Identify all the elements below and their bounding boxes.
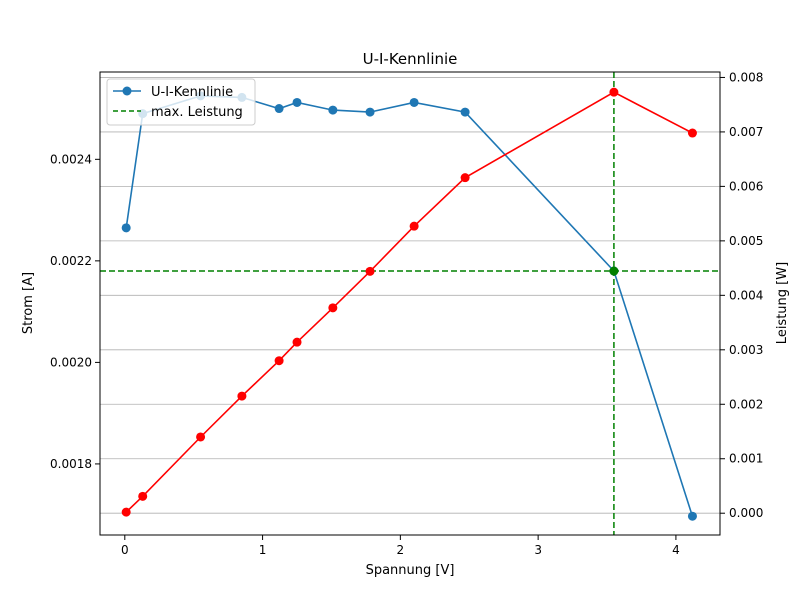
y-right-tick-label-5: 0.005: [729, 234, 763, 248]
series-point-leistung-8: [410, 222, 419, 231]
y-right-tick-label-0: 0.000: [729, 506, 763, 520]
legend-entry-ui-kennlinie: U-I-Kennlinie: [151, 85, 233, 100]
y-right-tick-label-6: 0.006: [729, 179, 763, 193]
series-line-u-i-kennlinie: [126, 96, 692, 516]
x-axis-label: Spannung [V]: [366, 563, 455, 578]
series-point-leistung-5: [293, 338, 302, 347]
x-tick-label-3: 3: [534, 543, 542, 557]
series-point-leistung-0: [122, 508, 131, 517]
x-tick-label-4: 4: [672, 543, 680, 557]
series-point-u-i-kennlinie-4: [275, 104, 284, 113]
series-point-leistung-9: [461, 173, 470, 182]
y-right-tick-label-4: 0.004: [729, 288, 763, 302]
y-right-tick-label-7: 0.007: [729, 125, 763, 139]
x-tick-label-2: 2: [397, 543, 405, 557]
series-point-u-i-kennlinie-7: [366, 108, 375, 117]
grid-layer: [100, 77, 720, 513]
series-point-u-i-kennlinie-9: [461, 108, 470, 117]
y-left-tick-label-1: 0.0020: [50, 355, 92, 369]
y-right-tick-label-8: 0.008: [729, 70, 763, 84]
legend: U-I-Kennlinie max. Leistung: [107, 79, 255, 125]
axis-layer: 0 1 2 3 4 0.0018 0.0020 0.0022 0.0024 0.000 0.001 0…: [50, 70, 763, 557]
plot-frame: [100, 72, 720, 535]
x-tick-label-1: 1: [259, 543, 267, 557]
series-point-u-i-kennlinie-11: [688, 512, 697, 521]
series-point-leistung-3: [237, 392, 246, 401]
series-point-leistung-1: [138, 492, 147, 501]
y-right-tick-label-2: 0.002: [729, 397, 763, 411]
y-left-tick-label-3: 0.0024: [50, 152, 92, 166]
max-power-point: [609, 267, 618, 276]
series-layer: [100, 72, 720, 535]
legend-ui-marker-swatch: [123, 87, 132, 96]
legend-entry-max-leistung: max. Leistung: [151, 105, 243, 120]
y-right-tick-label-3: 0.003: [729, 343, 763, 357]
series-line-leistung: [126, 92, 692, 512]
y-left-tick-label-2: 0.0022: [50, 254, 92, 268]
series-point-u-i-kennlinie-0: [122, 223, 131, 232]
chart-title: U-I-Kennlinie: [363, 50, 458, 68]
series-point-leistung-10: [609, 88, 618, 97]
series-point-leistung-2: [196, 432, 205, 441]
series-point-leistung-11: [688, 129, 697, 138]
y-axis-left-label: Strom [A]: [21, 272, 36, 334]
y-right-tick-label-1: 0.001: [729, 452, 763, 466]
series-point-leistung-6: [328, 303, 337, 312]
y-axis-right-label: Leistung [W]: [775, 262, 790, 344]
series-point-u-i-kennlinie-5: [293, 98, 302, 107]
x-tick-label-0: 0: [121, 543, 129, 557]
series-point-u-i-kennlinie-8: [410, 98, 419, 107]
series-point-leistung-7: [366, 267, 375, 276]
y-left-tick-label-0: 0.0018: [50, 457, 92, 471]
series-point-u-i-kennlinie-6: [328, 106, 337, 115]
series-point-leistung-4: [275, 356, 284, 365]
